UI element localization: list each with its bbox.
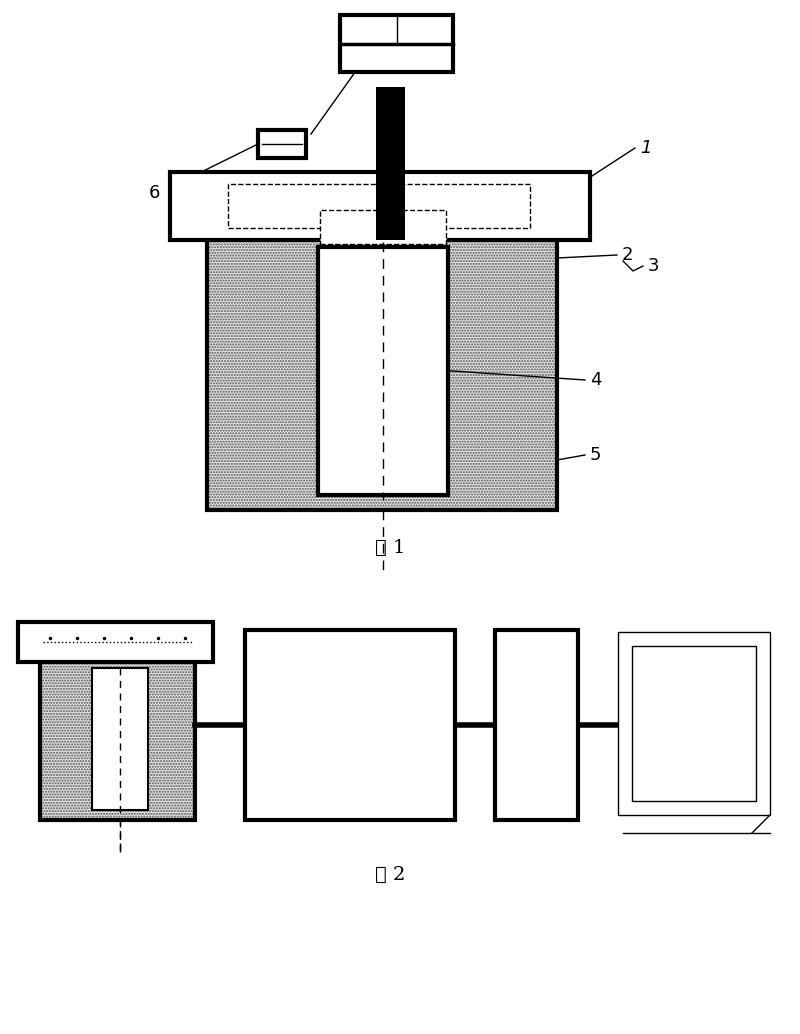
Bar — [40, 660, 195, 820]
Text: 7: 7 — [393, 13, 405, 31]
Bar — [632, 646, 756, 801]
Text: 5: 5 — [590, 446, 602, 464]
Text: 3: 3 — [648, 257, 659, 275]
Bar — [618, 632, 770, 815]
Text: 1: 1 — [640, 139, 651, 157]
Bar — [40, 660, 195, 820]
Text: 2: 2 — [622, 246, 634, 264]
Text: 计算机: 计算机 — [678, 714, 710, 732]
Text: 图 1: 图 1 — [375, 539, 405, 557]
Bar — [40, 660, 195, 820]
Bar — [207, 238, 557, 510]
Bar — [18, 622, 213, 662]
Bar — [318, 247, 448, 495]
Text: 4: 4 — [590, 371, 602, 389]
Bar — [495, 630, 578, 820]
Bar — [245, 630, 455, 820]
Bar — [320, 210, 446, 244]
Text: 图 2: 图 2 — [375, 866, 405, 884]
Bar — [170, 172, 590, 240]
Bar — [228, 184, 530, 229]
Text: 数据
记
录
器: 数据 记 录 器 — [526, 685, 547, 765]
Text: 监测仪
或恒电位仪: 监测仪 或恒电位仪 — [323, 705, 377, 744]
Bar — [340, 16, 453, 72]
Text: 6: 6 — [149, 184, 160, 202]
Bar — [376, 87, 405, 240]
Bar — [258, 130, 306, 158]
Bar — [207, 238, 557, 510]
Bar — [92, 668, 148, 810]
Bar — [207, 238, 557, 510]
